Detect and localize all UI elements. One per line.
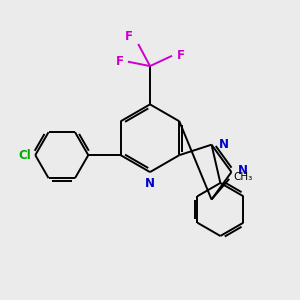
Text: CH₃: CH₃ [234, 172, 253, 182]
Text: F: F [125, 29, 133, 43]
Text: N: N [145, 177, 155, 190]
Text: F: F [116, 55, 124, 68]
Text: Cl: Cl [18, 149, 31, 162]
Text: N: N [219, 138, 229, 151]
Text: F: F [176, 49, 184, 62]
Text: N: N [238, 164, 248, 177]
